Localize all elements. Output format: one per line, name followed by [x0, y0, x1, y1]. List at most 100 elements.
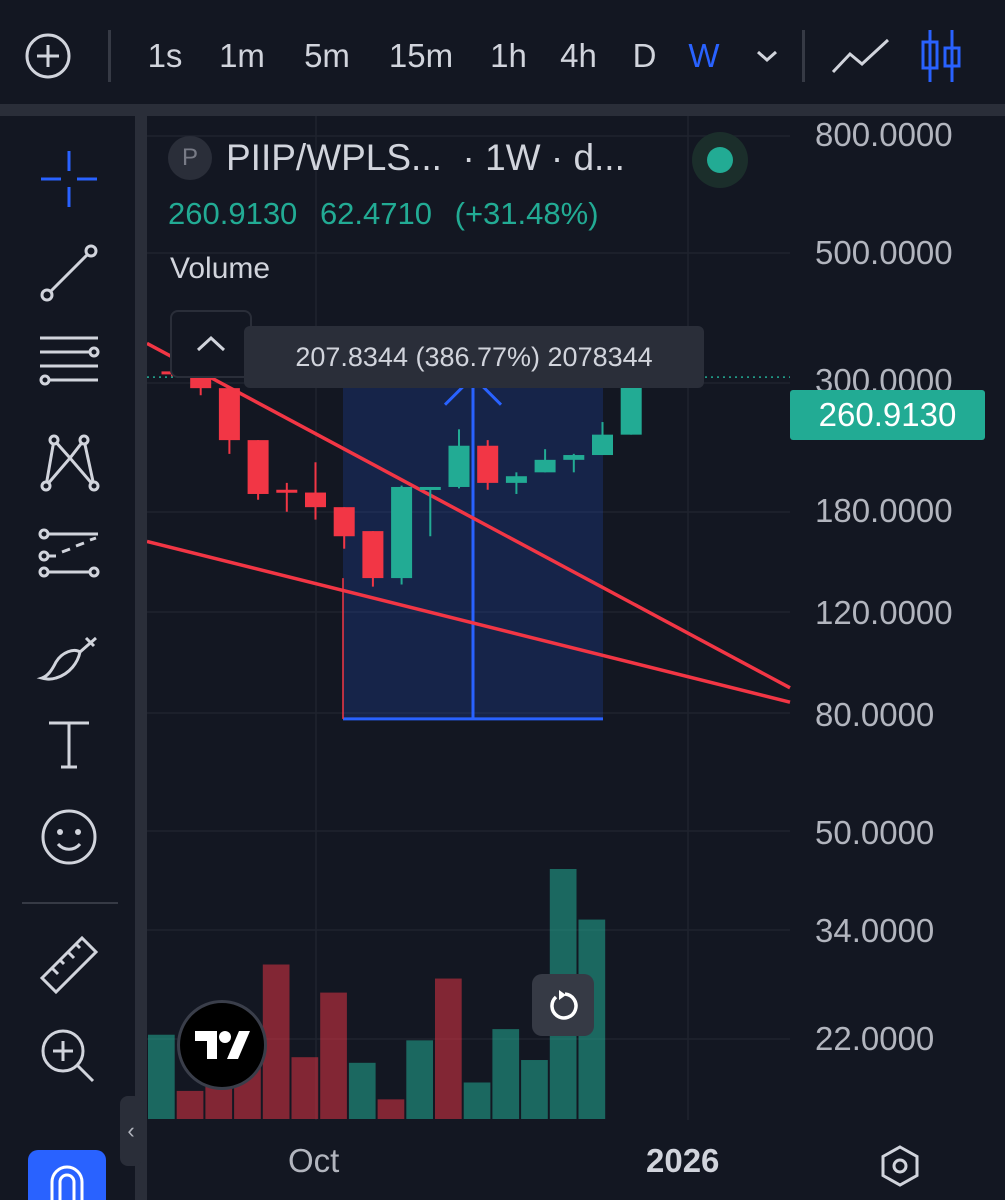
volume-bar — [492, 1029, 520, 1119]
magnet-tool-button[interactable] — [28, 1150, 106, 1200]
price-axis-label: 180.0000 — [815, 492, 953, 529]
chevron-down-icon — [757, 50, 777, 63]
symbol-logo: P — [168, 136, 212, 180]
collapse-toolbar-button[interactable]: ‹ — [120, 1096, 142, 1166]
candle-body — [247, 440, 269, 494]
candle-body — [305, 492, 326, 508]
volume-series — [148, 869, 606, 1119]
measure-tooltip: 207.8344 (386.77%) 2078344 — [244, 326, 704, 388]
timeframe-5m[interactable]: 5m — [304, 37, 350, 74]
crosshair-icon — [41, 151, 97, 207]
candle-body — [620, 377, 642, 435]
volume-bar — [148, 1034, 175, 1119]
pattern-icon — [40, 434, 100, 492]
last-price: 260.9130 — [168, 196, 298, 231]
price-values: 260.9130 62.4710 (+31.48%) — [168, 196, 613, 232]
volume-bar — [262, 964, 290, 1119]
symbol-legend[interactable]: P PIIP/WPLS... · 1W · d... — [168, 136, 625, 180]
tool-divider — [22, 902, 118, 904]
reset-icon — [550, 990, 578, 1020]
volume-bar — [521, 1060, 548, 1119]
time-axis-label: 2026 — [646, 1142, 720, 1179]
chart-type-candles-button[interactable] — [918, 30, 964, 82]
trendline-drawings — [147, 341, 791, 704]
reset-chart-button[interactable] — [532, 974, 594, 1036]
market-status-dot — [707, 147, 733, 173]
volume-indicator-label[interactable]: Volume — [170, 252, 271, 285]
volume-bar — [435, 978, 462, 1119]
drawing-toolbar-edge — [135, 116, 147, 1200]
fib-retracement-icon — [39, 336, 100, 386]
timeframe-menu-button[interactable] — [752, 30, 782, 82]
line-chart-icon — [831, 38, 890, 74]
trendline — [147, 341, 791, 690]
volume-bar — [320, 992, 347, 1119]
timeframe-1m[interactable]: 1m — [219, 37, 265, 74]
ruler-icon — [39, 935, 99, 995]
ruler-tool-button[interactable] — [30, 926, 108, 1004]
emoji-tool-button[interactable] — [30, 798, 108, 876]
text-tool-button[interactable] — [30, 704, 108, 782]
candle-body — [505, 476, 527, 483]
symbol-name[interactable]: PIIP/WPLS... — [226, 137, 442, 178]
trend-line-tool-button[interactable] — [30, 234, 108, 312]
timeframe-d[interactable]: D — [632, 37, 657, 74]
collapse-legend-button[interactable] — [170, 310, 252, 378]
candlestick-chart-icon — [921, 30, 961, 82]
candle-body — [362, 531, 384, 579]
fib-retracement-tool-button[interactable] — [30, 322, 108, 400]
price-axis-label: 50.0000 — [815, 814, 935, 851]
brush-tool-button[interactable] — [30, 616, 108, 694]
price-change: 62.4710 — [319, 196, 432, 231]
tradingview-logo[interactable] — [177, 1000, 267, 1090]
price-axis-label: 500.0000 — [815, 234, 953, 271]
price-axis-label: 22.0000 — [815, 1020, 935, 1057]
measure-drawing — [147, 374, 790, 721]
candle-body — [333, 507, 355, 537]
toolbar-divider — [802, 30, 805, 82]
chevron-left-icon: ‹ — [127, 1118, 135, 1143]
price-change-percent: (+31.48%) — [454, 196, 599, 231]
text-icon — [49, 721, 89, 769]
timeframe-1s[interactable]: 1s — [147, 37, 183, 74]
zoom-in-tool-button[interactable] — [30, 1018, 108, 1096]
settings-icon — [881, 1145, 919, 1187]
timeframe-w[interactable]: W — [688, 37, 720, 74]
forecast-icon — [38, 528, 100, 578]
chart-settings-button[interactable] — [872, 1138, 928, 1194]
candle-body — [391, 486, 413, 579]
symbol-meta: · 1W · d... — [462, 137, 625, 178]
chart-type-line-button[interactable] — [830, 30, 892, 82]
volume-bar — [463, 1082, 491, 1119]
price-chart[interactable] — [147, 116, 1005, 1200]
zoom-in-icon — [41, 1029, 95, 1083]
forecast-tool-button[interactable] — [30, 516, 108, 594]
add-symbol-icon — [25, 33, 71, 79]
price-axis-label: 120.0000 — [815, 594, 953, 631]
brush-icon — [36, 636, 97, 681]
volume-bar — [291, 1057, 319, 1119]
volume-bar — [406, 1040, 433, 1119]
candle-series — [161, 368, 642, 587]
volume-bar — [348, 1062, 376, 1119]
timeframe-1h[interactable]: 1h — [490, 37, 527, 74]
volume-bar — [377, 1099, 405, 1119]
symbol-title[interactable]: PIIP/WPLS... · 1W · d... — [226, 137, 625, 179]
candle-body — [563, 455, 585, 460]
timeframe-4h[interactable]: 4h — [560, 37, 597, 74]
candle-body — [276, 489, 298, 493]
candle-body — [534, 459, 556, 473]
trend-line-icon — [40, 244, 98, 302]
add-symbol-button[interactable] — [22, 30, 74, 82]
timeframe-15m[interactable]: 15m — [388, 37, 454, 74]
tradingview-logo-icon — [195, 1031, 250, 1059]
time-axis-label: Oct — [288, 1142, 340, 1179]
crosshair-tool-button[interactable] — [30, 140, 108, 218]
magnet-icon — [50, 1165, 84, 1200]
candle-body — [477, 445, 499, 483]
chevron-up-icon — [196, 335, 226, 352]
pattern-tool-button[interactable] — [30, 422, 108, 500]
price-axis-label: 80.0000 — [815, 696, 935, 733]
emoji-icon — [41, 809, 97, 865]
market-status[interactable] — [692, 132, 748, 188]
